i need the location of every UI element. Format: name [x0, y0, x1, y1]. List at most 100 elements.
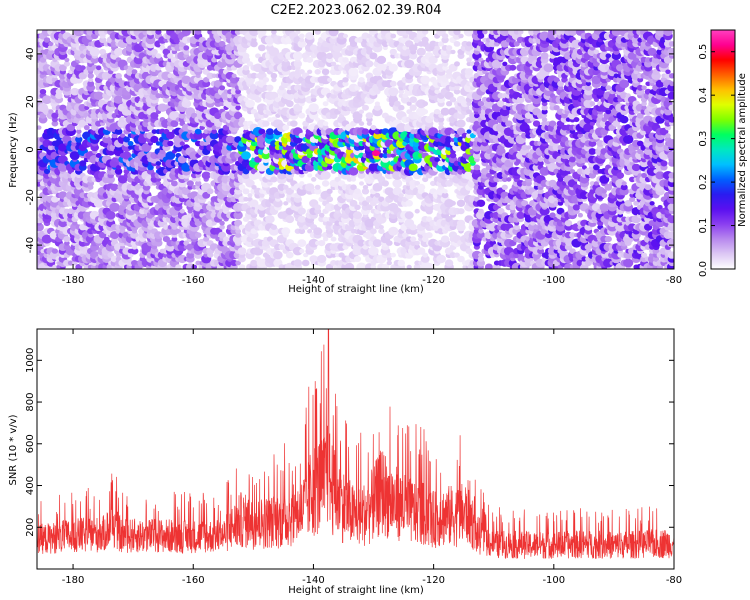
heatmap-cell: [553, 105, 560, 111]
heatmap-cell: [353, 211, 362, 220]
heatmap-cell: [273, 250, 283, 260]
heatmap-cell: [273, 199, 283, 208]
heatmap-cell: [235, 105, 241, 111]
heatmap-cell: [292, 246, 303, 256]
heatmap-cell: [453, 88, 461, 95]
heatmap-cell: [322, 101, 329, 107]
heatmap-cell: [437, 160, 445, 167]
heatmap-cell: [103, 236, 110, 242]
heatmap-cell: [389, 48, 397, 56]
heatmap-cell: [457, 255, 465, 263]
heatmap-cell: [456, 199, 466, 207]
heatmap-cell: [328, 30, 339, 37]
heatmap-cell: [420, 255, 430, 263]
heatmap-cell: [442, 189, 448, 194]
heatmap-cell: [354, 188, 361, 195]
heatmap-cell: [203, 129, 209, 135]
heatmap-cell: [63, 61, 70, 67]
heatmap-cell: [69, 151, 80, 160]
heatmap-cell: [456, 219, 466, 227]
heatmap-cell: [478, 208, 484, 214]
heatmap-cell: [484, 263, 493, 269]
heatmap-cell: [301, 259, 310, 267]
heatmap-cell: [365, 60, 374, 68]
heatmap-cell: [87, 80, 95, 87]
heatmap-cell: [557, 85, 564, 91]
heatmap-cell: [301, 155, 310, 164]
heatmap-cell: [242, 65, 250, 71]
heatmap-cell: [211, 57, 218, 63]
heatmap-cell: [234, 219, 243, 227]
heatmap-cell: [147, 164, 154, 171]
heatmap-cell: [422, 176, 429, 183]
heatmap-cell: [305, 32, 315, 40]
heatmap-cell: [569, 129, 576, 135]
heatmap-cell: [76, 129, 82, 135]
heatmap-cell: [583, 99, 594, 108]
heatmap-cell: [206, 72, 214, 80]
heatmap-cell: [464, 68, 474, 76]
heatmap-cell: [373, 132, 382, 140]
heatmap-cell: [505, 120, 513, 127]
heatmap-cell: [250, 40, 258, 48]
heatmap-cell: [434, 157, 440, 162]
heatmap-cell: [434, 45, 440, 51]
heatmap-cell: [155, 181, 162, 186]
heatmap-cell: [433, 108, 441, 115]
heatmap-cell: [48, 109, 54, 115]
heatmap-cell: [318, 240, 326, 247]
heatmap-cell: [251, 153, 257, 158]
heatmap-cell: [211, 125, 217, 130]
heatmap-cell: [326, 165, 333, 170]
heatmap-cell: [408, 163, 418, 172]
heatmap-cell: [242, 188, 250, 195]
heatmap-cell: [202, 80, 211, 88]
heatmap-cell: [63, 236, 71, 243]
heatmap-cell: [564, 220, 573, 227]
heatmap-cell: [385, 32, 394, 40]
heatmap-cell: [466, 101, 472, 106]
heatmap-cell: [378, 196, 385, 203]
heatmap-cell: [99, 36, 107, 44]
heatmap-cell: [409, 104, 417, 111]
heatmap-cell: [378, 225, 384, 230]
heatmap-cell: [194, 232, 202, 238]
heatmap-cell: [213, 80, 223, 88]
heatmap-cell: [414, 260, 421, 266]
heatmap-cell: [246, 61, 254, 67]
heatmap-cell: [303, 252, 309, 258]
heatmap-cell: [293, 60, 302, 68]
heatmap-cell: [271, 30, 277, 35]
heatmap-cell: [311, 177, 317, 182]
heatmap-cell: [239, 117, 245, 123]
heatmap-cell: [434, 89, 440, 95]
heatmap-cells: [37, 30, 674, 269]
heatmap-cell: [549, 212, 556, 218]
heatmap-cell: [438, 121, 444, 126]
heatmap-cell: [362, 104, 369, 111]
figure-title: C2E2.2023.062.02.39.R04: [270, 3, 441, 18]
heatmap-cell: [481, 168, 489, 175]
heatmap-cell: [398, 89, 405, 95]
heatmap-cell: [366, 121, 372, 126]
heatmap-cell: [89, 47, 100, 57]
heatmap-cell: [241, 151, 251, 160]
heatmap-cell: [307, 228, 313, 234]
heatmap-cell: [400, 95, 410, 104]
heatmap-cell: [281, 227, 291, 236]
heatmap-cell: [361, 188, 370, 195]
heatmap-cell: [474, 61, 480, 67]
heatmap-cell: [470, 137, 476, 142]
heatmap-cell: [386, 260, 392, 266]
heatmap-cell: [151, 129, 158, 135]
heatmap-cell: [150, 112, 159, 120]
heatmap-cell: [51, 112, 59, 119]
heatmap-cell: [416, 47, 426, 57]
heatmap-cell: [568, 30, 577, 36]
heatmap-cell: [111, 132, 118, 139]
heatmap-cell: [229, 103, 239, 112]
heatmap-cell: [463, 30, 475, 37]
heatmap-cell: [422, 109, 429, 115]
heatmap-cell: [155, 53, 162, 59]
heatmap-cell: [441, 36, 449, 44]
